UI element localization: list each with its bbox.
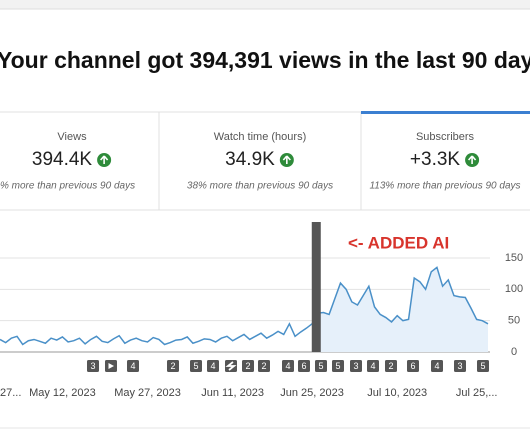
x-tick-label: May 12, 2023	[29, 387, 96, 399]
top-strip	[0, 0, 530, 9]
event-marker	[311, 222, 321, 352]
y-tick-label: 50	[508, 315, 520, 327]
video-chip-label: 2	[245, 361, 250, 371]
video-chip-label: 4	[210, 361, 215, 371]
card-value: 34.9K	[225, 149, 275, 170]
video-chip	[242, 360, 254, 372]
video-chip	[332, 360, 344, 372]
video-chip-label: 5	[335, 361, 340, 371]
video-chip-label: 4	[434, 361, 439, 371]
x-tick-label: Jun 25, 2023	[280, 387, 344, 399]
video-chip	[167, 360, 179, 372]
card-note: 113% more than previous 90 days	[369, 181, 520, 192]
video-chip	[190, 360, 202, 372]
selected-tab	[361, 111, 530, 114]
video-chip	[367, 360, 379, 372]
x-tick-label: May 27, 2023	[114, 387, 181, 399]
video-chip	[258, 360, 270, 372]
video-chip-label: 5	[318, 361, 323, 371]
video-chip-label: 5	[193, 361, 198, 371]
video-chip	[407, 360, 419, 372]
video-chip	[454, 360, 466, 372]
video-chip-label: 4	[370, 361, 375, 371]
highlight-area	[317, 267, 488, 352]
x-tick-label: Jun 11, 2023	[201, 387, 264, 399]
card-value: +3.3K	[410, 149, 461, 170]
x-tick-label: Jul 10, 2023	[367, 387, 427, 399]
x-tick-label: Jul 25,...	[456, 387, 498, 399]
video-chip	[350, 360, 362, 372]
card-label: Views	[57, 131, 87, 143]
video-chip-label: 4	[130, 361, 135, 371]
video-chip-label: 3	[90, 361, 95, 371]
video-chip	[385, 360, 397, 372]
video-chip	[315, 360, 327, 372]
shorts-icon	[225, 361, 237, 371]
card-note: 38% more than previous 90 days	[187, 181, 333, 192]
y-tick-label: 150	[505, 252, 523, 264]
chart: 0 50 100 150 <- ADDED AI 27... May 12, 2023 May…	[0, 222, 523, 399]
video-chip	[282, 360, 294, 372]
video-chip-label: 3	[457, 361, 462, 371]
video-chip-label: 6	[410, 361, 415, 371]
video-chip-label: 2	[261, 361, 266, 371]
play-icon	[108, 363, 114, 369]
up-arrow	[100, 155, 109, 164]
y-tick-label: 100	[505, 283, 523, 295]
card-note: % more than previous 90 days	[0, 181, 135, 192]
video-chip	[207, 360, 219, 372]
video-chip	[477, 360, 489, 372]
card-value: 394.4K	[32, 149, 93, 170]
x-tick-label: 27...	[0, 387, 21, 399]
video-chip-label: 3	[353, 361, 358, 371]
line-series	[0, 266, 489, 346]
card-label: Subscribers	[416, 131, 475, 143]
video-chip-label: 5	[480, 361, 485, 371]
up-arrow	[467, 155, 477, 164]
video-chip	[87, 360, 99, 372]
annotation: <- ADDED AI	[348, 233, 449, 252]
video-chip	[298, 360, 310, 372]
up-arrow	[282, 155, 291, 164]
y-tick-label: 0	[511, 346, 517, 358]
video-chip-label: 2	[388, 361, 393, 371]
video-chip-label: 6	[301, 361, 306, 371]
video-chip	[127, 360, 139, 372]
card-label: Watch time (hours)	[214, 131, 307, 143]
video-chip-label: 2	[170, 361, 175, 371]
video-chip-label: 4	[285, 361, 290, 371]
headline: Your channel got 394,391 views in the la…	[0, 47, 530, 73]
cards: Views 394.4K % more than previous 90 days W…	[0, 131, 521, 192]
video-chip	[431, 360, 443, 372]
